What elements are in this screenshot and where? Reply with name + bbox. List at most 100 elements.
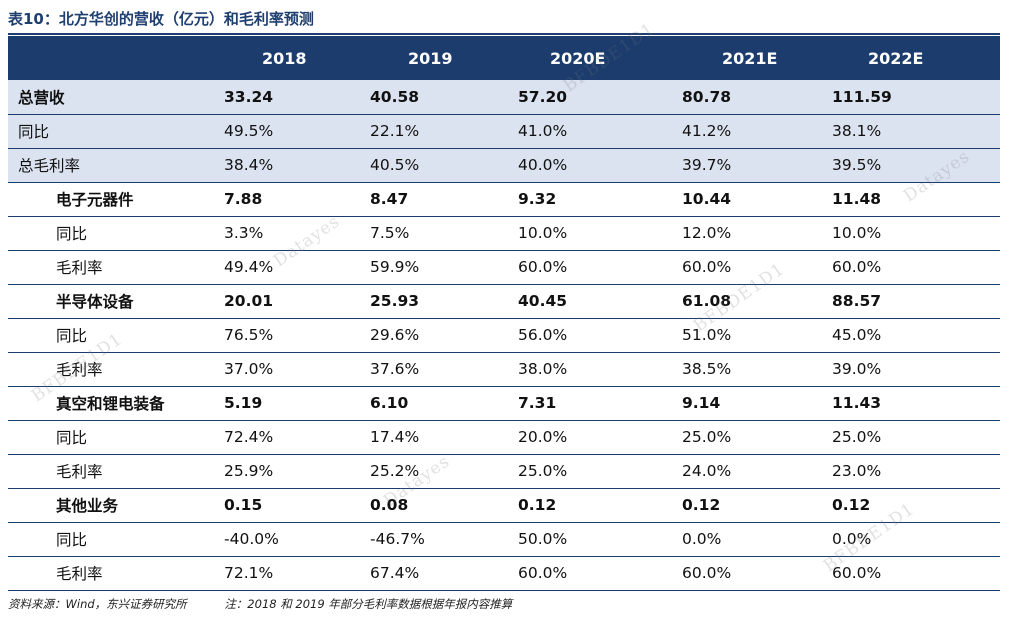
cell-2021e: 0.12	[680, 488, 826, 523]
table-row: 真空和锂电装备 5.19 6.10 7.31 9.14 11.43	[8, 386, 1000, 421]
row-label: 毛利率	[8, 352, 222, 387]
cell-2020e: 38.0%	[516, 352, 680, 387]
cell-2020e: 57.20	[516, 80, 680, 115]
cell-2019: 25.2%	[368, 454, 516, 489]
cell-2019: 67.4%	[368, 556, 516, 591]
cell-2018: 25.9%	[222, 454, 368, 489]
cell-2020e: 7.31	[516, 386, 680, 421]
cell-2019: 29.6%	[368, 318, 516, 353]
table-row: 毛利率 37.0% 37.6% 38.0% 38.5% 39.0%	[8, 352, 1000, 387]
cell-2020e: 25.0%	[516, 454, 680, 489]
cell-2021e: 12.0%	[680, 216, 826, 251]
table-title: 表10：北方华创的营收（亿元）和毛利率预测	[8, 10, 314, 28]
cell-2022e: 11.43	[826, 386, 1000, 421]
cell-2022e: 11.48	[826, 182, 1000, 217]
row-label: 半导体设备	[8, 284, 222, 319]
table-row: 总毛利率 38.4% 40.5% 40.0% 39.7% 39.5%	[8, 148, 1000, 183]
cell-2018: 5.19	[222, 386, 368, 421]
row-label: 毛利率	[8, 556, 222, 591]
cell-2022e: 111.59	[826, 80, 1000, 115]
forecast-table: 2018 2019 2020E 2021E 2022E 总营收 33.24 40…	[8, 36, 1000, 591]
cell-2020e: 0.12	[516, 488, 680, 523]
note-text: 注：2018 和 2019 年部分毛利率数据根据年报内容推算	[224, 597, 513, 611]
cell-2022e: 39.5%	[826, 148, 1000, 183]
cell-2022e: 39.0%	[826, 352, 1000, 387]
cell-2022e: 25.0%	[826, 420, 1000, 455]
row-label: 同比	[8, 522, 222, 557]
cell-2021e: 60.0%	[680, 250, 826, 285]
cell-2019: 17.4%	[368, 420, 516, 455]
cell-2021e: 41.2%	[680, 114, 826, 149]
cell-2020e: 40.0%	[516, 148, 680, 183]
footer: 资料来源：Wind，东兴证券研究所 注：2018 和 2019 年部分毛利率数据…	[8, 596, 512, 612]
table-row: 毛利率 49.4% 59.9% 60.0% 60.0% 60.0%	[8, 250, 1000, 285]
cell-2022e: 23.0%	[826, 454, 1000, 489]
cell-2018: 49.5%	[222, 114, 368, 149]
cell-2018: 33.24	[222, 80, 368, 115]
table-row: 其他业务 0.15 0.08 0.12 0.12 0.12	[8, 488, 1000, 523]
cell-2019: 40.58	[368, 80, 516, 115]
table-row: 半导体设备 20.01 25.93 40.45 61.08 88.57	[8, 284, 1000, 319]
header-row: 2018 2019 2020E 2021E 2022E	[8, 36, 1000, 80]
cell-2020e: 10.0%	[516, 216, 680, 251]
table-row: 同比 49.5% 22.1% 41.0% 41.2% 38.1%	[8, 114, 1000, 149]
cell-2021e: 39.7%	[680, 148, 826, 183]
header-2021e: 2021E	[680, 36, 826, 80]
title-rule	[8, 33, 1000, 35]
cell-2019: 0.08	[368, 488, 516, 523]
header-2019: 2019	[368, 36, 516, 80]
table-row: 同比 3.3% 7.5% 10.0% 12.0% 10.0%	[8, 216, 1000, 251]
cell-2018: -40.0%	[222, 522, 368, 557]
cell-2021e: 80.78	[680, 80, 826, 115]
cell-2018: 0.15	[222, 488, 368, 523]
cell-2022e: 0.0%	[826, 522, 1000, 557]
table-row: 同比 -40.0% -46.7% 50.0% 0.0% 0.0%	[8, 522, 1000, 557]
table-row: 电子元器件 7.88 8.47 9.32 10.44 11.48	[8, 182, 1000, 217]
cell-2022e: 10.0%	[826, 216, 1000, 251]
cell-2022e: 38.1%	[826, 114, 1000, 149]
cell-2018: 72.1%	[222, 556, 368, 591]
cell-2022e: 60.0%	[826, 250, 1000, 285]
cell-2018: 3.3%	[222, 216, 368, 251]
cell-2019: 8.47	[368, 182, 516, 217]
row-label: 总毛利率	[8, 148, 222, 183]
cell-2021e: 10.44	[680, 182, 826, 217]
cell-2020e: 60.0%	[516, 556, 680, 591]
cell-2021e: 9.14	[680, 386, 826, 421]
cell-2020e: 9.32	[516, 182, 680, 217]
row-label: 总营收	[8, 80, 222, 115]
table-row: 毛利率 72.1% 67.4% 60.0% 60.0% 60.0%	[8, 556, 1000, 591]
source-text: 资料来源：Wind，东兴证券研究所	[8, 597, 187, 611]
cell-2019: 40.5%	[368, 148, 516, 183]
row-label: 同比	[8, 216, 222, 251]
cell-2018: 7.88	[222, 182, 368, 217]
cell-2022e: 88.57	[826, 284, 1000, 319]
cell-2020e: 40.45	[516, 284, 680, 319]
header-2022e: 2022E	[826, 36, 1000, 80]
cell-2021e: 61.08	[680, 284, 826, 319]
row-label: 电子元器件	[8, 182, 222, 217]
cell-2018: 76.5%	[222, 318, 368, 353]
cell-2019: -46.7%	[368, 522, 516, 557]
header-label	[8, 36, 222, 80]
row-label: 真空和锂电装备	[8, 386, 222, 421]
cell-2020e: 50.0%	[516, 522, 680, 557]
cell-2019: 22.1%	[368, 114, 516, 149]
row-label: 同比	[8, 318, 222, 353]
cell-2021e: 60.0%	[680, 556, 826, 591]
cell-2020e: 60.0%	[516, 250, 680, 285]
cell-2018: 37.0%	[222, 352, 368, 387]
cell-2018: 38.4%	[222, 148, 368, 183]
cell-2019: 59.9%	[368, 250, 516, 285]
cell-2021e: 25.0%	[680, 420, 826, 455]
cell-2020e: 41.0%	[516, 114, 680, 149]
cell-2022e: 45.0%	[826, 318, 1000, 353]
cell-2021e: 24.0%	[680, 454, 826, 489]
row-label: 同比	[8, 114, 222, 149]
cell-2018: 20.01	[222, 284, 368, 319]
cell-2020e: 56.0%	[516, 318, 680, 353]
table-row: 总营收 33.24 40.58 57.20 80.78 111.59	[8, 80, 1000, 115]
header-2018: 2018	[222, 36, 368, 80]
row-label: 同比	[8, 420, 222, 455]
cell-2019: 37.6%	[368, 352, 516, 387]
